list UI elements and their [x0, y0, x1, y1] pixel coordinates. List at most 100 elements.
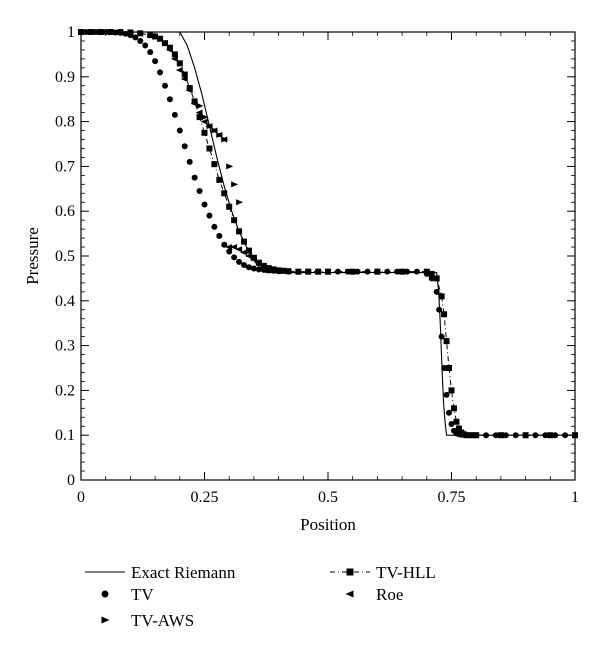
y-tick-label: 0.8: [55, 114, 75, 131]
data-point-tv-hll: [443, 338, 450, 345]
data-point-tv: [181, 143, 188, 150]
y-tick-label: 0.4: [55, 293, 75, 310]
data-point-tv-aws: [231, 181, 239, 188]
data-point-tv-hll: [285, 268, 292, 275]
data-point-roe: [225, 244, 233, 251]
data-point-tv: [492, 432, 499, 439]
data-point-tv: [413, 268, 420, 275]
data-point-tv-hll: [147, 32, 154, 39]
data-point-tv: [344, 268, 351, 275]
data-point-tv-hll: [201, 129, 208, 136]
data-point-roe: [175, 67, 183, 74]
data-point-tv-hll: [166, 44, 173, 51]
data-point-tv: [483, 432, 490, 439]
data-point-tv-hll: [453, 418, 460, 425]
data-point-tv: [255, 266, 262, 273]
series-exact-riemann: [81, 31, 575, 436]
data-point-roe: [235, 246, 243, 253]
legend-item-tv-aws: TV-AWS: [101, 611, 194, 630]
data-point-tv: [191, 174, 198, 181]
data-point-tv-hll: [315, 268, 322, 275]
data-point-tv: [438, 333, 445, 340]
data-point-tv: [448, 421, 455, 427]
data-point-tv-hll: [349, 268, 356, 275]
legend-swatch-marker: [346, 568, 354, 576]
legend-swatch-marker: [345, 590, 354, 598]
legend-item-tv-hll: TV-HLL: [330, 563, 436, 582]
data-point-tv-hll: [522, 432, 529, 439]
data-point-tv: [446, 409, 453, 416]
y-tick-label: 0.5: [55, 248, 75, 265]
data-point-tv-hll: [250, 254, 257, 261]
data-point-tv-hll: [176, 60, 183, 67]
data-point-tv-hll: [433, 275, 440, 282]
data-point-roe: [240, 249, 248, 256]
data-point-tv: [157, 69, 164, 76]
data-point-roe: [156, 35, 164, 42]
legend-label: Exact Riemann: [131, 563, 236, 582]
data-point-tv: [201, 201, 208, 208]
series-line-exact-riemann: [81, 31, 575, 436]
series-tv-hll: [78, 29, 578, 439]
data-point-tv: [404, 268, 411, 275]
data-point-tv: [137, 37, 144, 44]
data-point-tv-hll: [423, 268, 430, 275]
y-tick-label: 0.3: [55, 338, 75, 355]
data-point-tv-aws: [196, 102, 204, 109]
y-axis-title: Pressure: [23, 227, 42, 285]
y-tick-label: 0: [67, 472, 75, 489]
data-point-roe: [195, 109, 203, 116]
data-point-tv: [236, 258, 243, 265]
data-point-tv-hll: [137, 30, 144, 37]
y-tick-label: 0.7: [55, 158, 75, 175]
data-point-tv-aws: [226, 163, 234, 170]
data-point-tv: [394, 268, 401, 275]
data-point-tv: [226, 248, 233, 255]
data-point-tv: [206, 212, 213, 219]
x-tick-label: 0.25: [191, 489, 219, 506]
data-point-roe: [190, 100, 198, 107]
legend-swatch-marker: [101, 590, 109, 598]
data-point-tv: [176, 127, 183, 134]
data-point-tv-hll: [455, 425, 462, 432]
data-point-tv-hll: [547, 432, 554, 439]
data-point-roe: [220, 136, 228, 143]
data-point-tv: [161, 82, 168, 89]
y-tick-label: 0.1: [55, 427, 75, 444]
data-point-tv-hll: [181, 71, 188, 78]
legend-item-tv: TV: [101, 585, 154, 604]
legend: Exact Riemann TV TV-HLL TV-AWS Roe: [85, 563, 436, 630]
data-point-tv-hll: [463, 432, 470, 439]
y-tick-label: 0.2: [55, 382, 75, 399]
data-point-tv-hll: [216, 176, 223, 183]
legend-label: Roe: [376, 585, 403, 604]
series-tv: [78, 29, 578, 439]
data-point-roe: [244, 253, 252, 259]
data-point-tv-hll: [152, 33, 159, 40]
data-point-tv-hll: [245, 247, 252, 254]
x-tick-label: 1: [571, 489, 579, 506]
data-point-tv: [132, 34, 139, 41]
x-axis-title: Position: [300, 515, 356, 534]
data-point-roe: [200, 118, 208, 125]
plot-area: [78, 29, 578, 439]
data-point-roe: [230, 244, 238, 251]
data-point-tv-hll: [191, 98, 198, 105]
data-point-tv: [216, 232, 223, 239]
data-point-tv-hll: [171, 51, 178, 58]
data-point-roe: [160, 40, 168, 47]
data-point-tv: [245, 264, 252, 271]
data-point-tv-hll: [399, 268, 406, 275]
data-point-roe: [215, 132, 223, 139]
data-point-tv-hll: [450, 405, 457, 412]
data-point-roe: [185, 87, 193, 94]
data-point-tv-hll: [236, 228, 243, 235]
data-point-tv: [250, 265, 257, 272]
y-tick-label: 0.9: [55, 69, 75, 86]
y-tick-label: 1: [67, 24, 75, 41]
x-tick-label: 0: [77, 489, 85, 506]
data-point-tv: [147, 49, 154, 56]
legend-item-roe: Roe: [345, 585, 403, 604]
data-point-tv: [241, 261, 248, 268]
